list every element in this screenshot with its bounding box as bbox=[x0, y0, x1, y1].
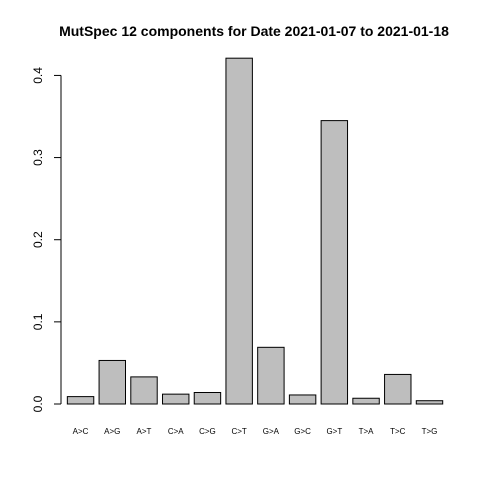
bar-G-to-A bbox=[257, 346, 285, 405]
x-tick-label: A>T bbox=[137, 427, 152, 436]
x-tick-label: C>G bbox=[199, 427, 216, 436]
x-tick-label: C>A bbox=[168, 427, 184, 436]
x-tick-label: A>C bbox=[73, 427, 89, 436]
x-tick-label: G>C bbox=[294, 427, 311, 436]
bar-A-to-C bbox=[66, 396, 95, 405]
x-tick-label: T>G bbox=[422, 427, 438, 436]
y-tick-label: 0.2 bbox=[31, 231, 45, 248]
bar-T-to-C bbox=[384, 373, 412, 405]
y-tick-label: 0.1 bbox=[31, 313, 45, 330]
bar-C-to-A bbox=[162, 393, 190, 405]
bars-group bbox=[66, 57, 444, 405]
chart-title: MutSpec 12 components for Date 2021-01-0… bbox=[59, 23, 449, 39]
x-axis-labels: A>C A>G A>T C>A C>G C>T G>A G>C G>T T>A T>C T>G bbox=[73, 427, 438, 436]
x-tick-label: G>A bbox=[263, 427, 280, 436]
bar-T-to-G bbox=[415, 400, 444, 405]
bar-C-to-G bbox=[193, 392, 222, 405]
bar-T-to-A bbox=[352, 397, 380, 405]
x-tick-label: C>T bbox=[231, 427, 246, 436]
bar-C-to-T bbox=[225, 57, 253, 405]
x-tick-label: T>A bbox=[359, 427, 375, 436]
y-tick-label: 0.0 bbox=[31, 395, 45, 412]
y-tick-label: 0.3 bbox=[31, 149, 45, 166]
y-tick-label: 0.4 bbox=[31, 67, 45, 84]
bar-G-to-T bbox=[320, 120, 349, 405]
x-tick-label: A>G bbox=[104, 427, 120, 436]
bar-G-to-C bbox=[288, 394, 317, 405]
x-tick-label: T>C bbox=[390, 427, 406, 436]
x-tick-label: G>T bbox=[326, 427, 342, 436]
bar-A-to-G bbox=[98, 359, 126, 405]
bar-A-to-T bbox=[130, 376, 158, 405]
y-axis: 0.0 0.1 0.2 0.3 0.4 bbox=[31, 67, 62, 412]
